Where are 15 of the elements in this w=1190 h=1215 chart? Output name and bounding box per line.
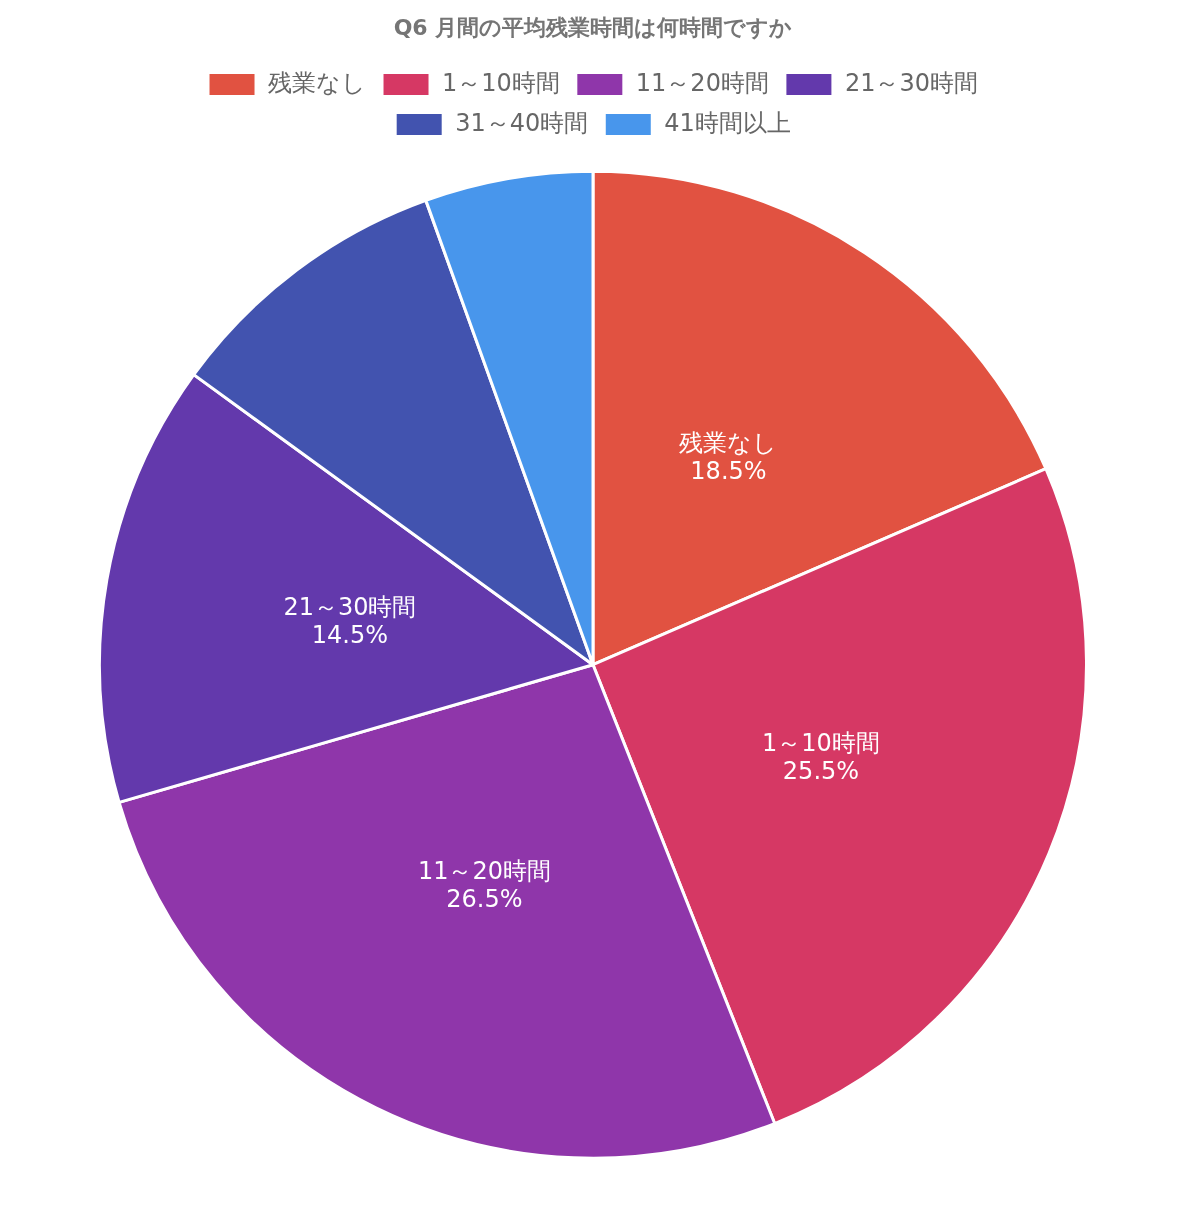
slice-label: 11～20時間: [417, 856, 551, 885]
legend-label: 31～40時間: [455, 108, 589, 137]
legend-label: 残業なし: [268, 68, 367, 97]
legend-label: 11～20時間: [635, 68, 769, 97]
data-label: 18.5%: [690, 456, 767, 485]
data-label: 25.5%: [782, 757, 860, 786]
slice-label: 残業なし: [679, 428, 778, 457]
data-label: 14.5%: [311, 620, 389, 649]
legend-label: 21～30時間: [844, 68, 978, 97]
slice-label: 1～10時間: [762, 729, 880, 758]
chart-title: Q6 月間の平均残業時間は何時間ですか: [393, 14, 793, 40]
data-label: 26.5%: [446, 884, 523, 913]
slice-label: 21～30時間: [283, 592, 417, 621]
legend-label: 1～10時間: [442, 68, 560, 97]
legend-label: 41時間以上: [664, 108, 791, 137]
